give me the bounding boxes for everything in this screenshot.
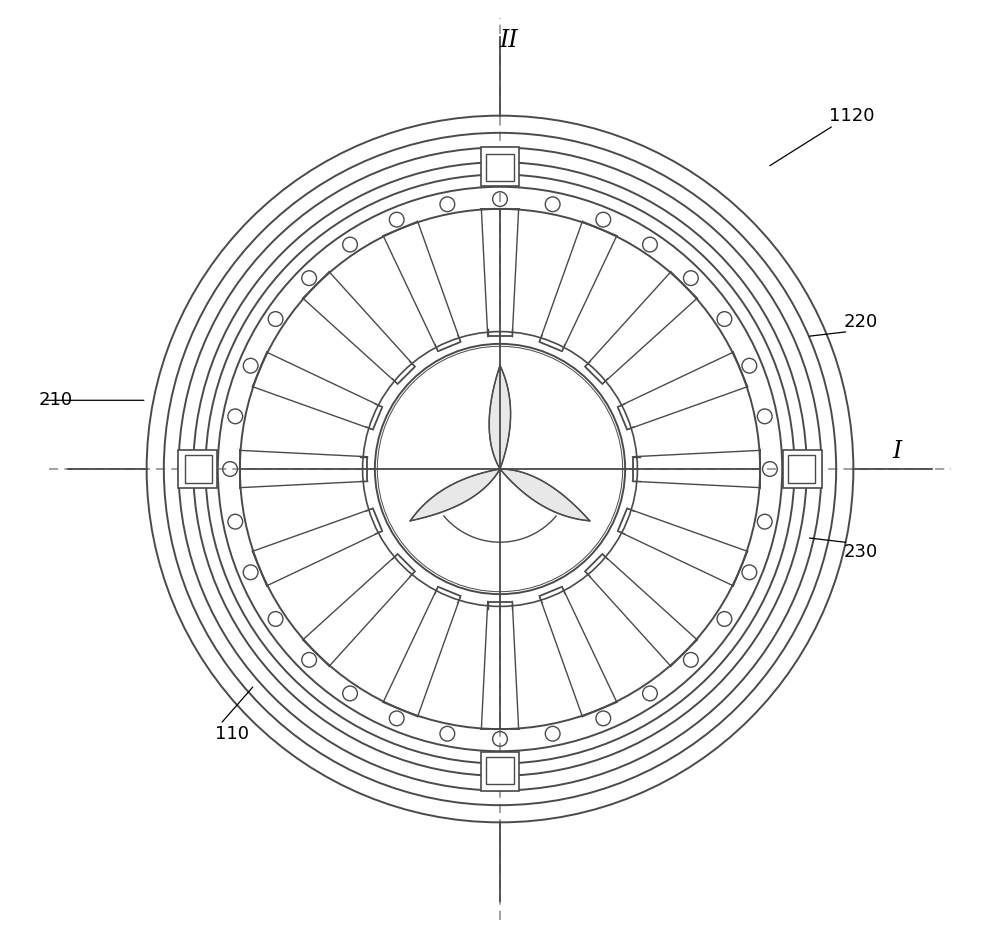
- Text: 220: 220: [844, 312, 878, 331]
- Text: I: I: [893, 440, 902, 463]
- Text: 230: 230: [844, 543, 878, 562]
- Text: 1120: 1120: [829, 107, 874, 125]
- Polygon shape: [481, 146, 519, 186]
- Polygon shape: [486, 154, 514, 181]
- Polygon shape: [500, 469, 590, 521]
- Polygon shape: [410, 469, 500, 521]
- Polygon shape: [783, 450, 822, 488]
- Text: 110: 110: [215, 725, 249, 743]
- Polygon shape: [481, 752, 519, 792]
- Polygon shape: [489, 366, 511, 469]
- Circle shape: [375, 344, 625, 594]
- Text: 210: 210: [39, 391, 73, 409]
- Polygon shape: [788, 455, 815, 483]
- Polygon shape: [185, 455, 212, 483]
- Polygon shape: [486, 757, 514, 784]
- Text: II: II: [499, 29, 518, 52]
- Polygon shape: [178, 450, 217, 488]
